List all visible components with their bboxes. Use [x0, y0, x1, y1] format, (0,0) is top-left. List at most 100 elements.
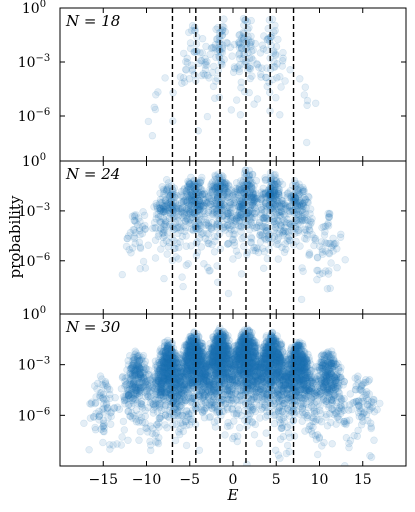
data-point	[261, 199, 270, 207]
data-point	[270, 184, 279, 192]
y-tick-label: 10−3	[18, 53, 51, 71]
data-point	[286, 66, 294, 74]
data-point	[130, 211, 139, 219]
data-point	[122, 242, 131, 251]
data-point	[205, 192, 213, 200]
data-point	[158, 183, 166, 191]
data-point	[180, 381, 188, 390]
data-point	[186, 188, 195, 196]
data-point	[246, 62, 254, 71]
data-point	[241, 338, 249, 347]
data-point	[181, 369, 190, 377]
data-point	[239, 14, 248, 23]
data-point	[234, 355, 242, 363]
data-point	[211, 185, 219, 194]
data-point	[292, 363, 300, 371]
data-point	[318, 248, 326, 256]
data-point	[136, 243, 145, 251]
data-point	[297, 202, 305, 210]
data-point	[180, 208, 188, 216]
data-point	[235, 50, 244, 58]
data-point	[185, 201, 194, 209]
data-point	[133, 351, 142, 360]
data-point	[201, 395, 209, 403]
data-point	[188, 194, 196, 203]
data-point	[121, 374, 129, 382]
data-point	[251, 39, 260, 48]
data-point	[206, 188, 214, 196]
data-point	[333, 245, 341, 253]
data-point	[196, 357, 204, 365]
data-point	[217, 351, 225, 360]
data-point	[290, 368, 299, 377]
data-point	[208, 347, 217, 356]
data-point	[258, 64, 266, 72]
data-point	[234, 185, 242, 193]
data-point	[306, 374, 314, 382]
data-point	[128, 212, 137, 221]
data-point	[270, 341, 278, 350]
data-point	[99, 438, 107, 447]
data-point	[230, 354, 239, 362]
data-point	[194, 367, 203, 375]
data-point	[131, 239, 140, 248]
data-point	[231, 389, 240, 398]
data-point	[162, 196, 170, 205]
data-point	[182, 187, 190, 196]
data-point	[229, 362, 237, 370]
data-point	[224, 289, 233, 298]
data-point	[234, 345, 242, 354]
data-point	[256, 228, 265, 236]
data-point	[249, 190, 257, 199]
data-point	[154, 378, 162, 386]
data-point	[235, 203, 243, 211]
data-point	[296, 198, 304, 207]
data-point	[221, 28, 229, 36]
data-point	[246, 333, 254, 341]
data-point	[270, 419, 279, 428]
data-point	[258, 206, 266, 214]
data-point	[274, 346, 282, 354]
data-point	[164, 179, 173, 187]
data-point	[238, 203, 246, 211]
data-point	[163, 184, 171, 192]
data-point	[300, 193, 308, 202]
data-point	[211, 196, 220, 205]
data-point	[209, 82, 218, 91]
data-point	[294, 210, 303, 219]
data-point	[131, 217, 139, 225]
data-point	[156, 198, 164, 207]
data-point	[225, 239, 233, 248]
data-point	[125, 246, 133, 254]
data-point	[321, 228, 329, 236]
data-point	[280, 210, 288, 219]
data-point	[235, 214, 243, 222]
data-point	[238, 196, 246, 204]
data-point	[263, 202, 271, 211]
data-point	[260, 216, 268, 225]
data-point	[278, 200, 286, 208]
data-point	[325, 250, 334, 258]
data-point	[250, 393, 259, 401]
data-point	[274, 188, 283, 196]
data-point	[330, 240, 339, 248]
data-point	[198, 352, 206, 361]
data-point	[235, 51, 243, 59]
data-point	[237, 214, 245, 222]
data-point	[271, 337, 279, 345]
data-point	[238, 356, 246, 364]
data-point	[279, 376, 287, 384]
data-point	[176, 372, 185, 380]
data-point	[163, 250, 171, 258]
data-point	[184, 206, 193, 214]
data-point	[209, 352, 217, 360]
data-point	[197, 230, 206, 239]
data-point	[247, 182, 256, 191]
data-point	[262, 236, 270, 244]
data-point	[286, 203, 294, 211]
data-point	[196, 184, 205, 193]
data-point	[250, 193, 258, 202]
data-point	[141, 382, 150, 390]
data-point	[139, 257, 148, 266]
data-point	[271, 343, 280, 351]
